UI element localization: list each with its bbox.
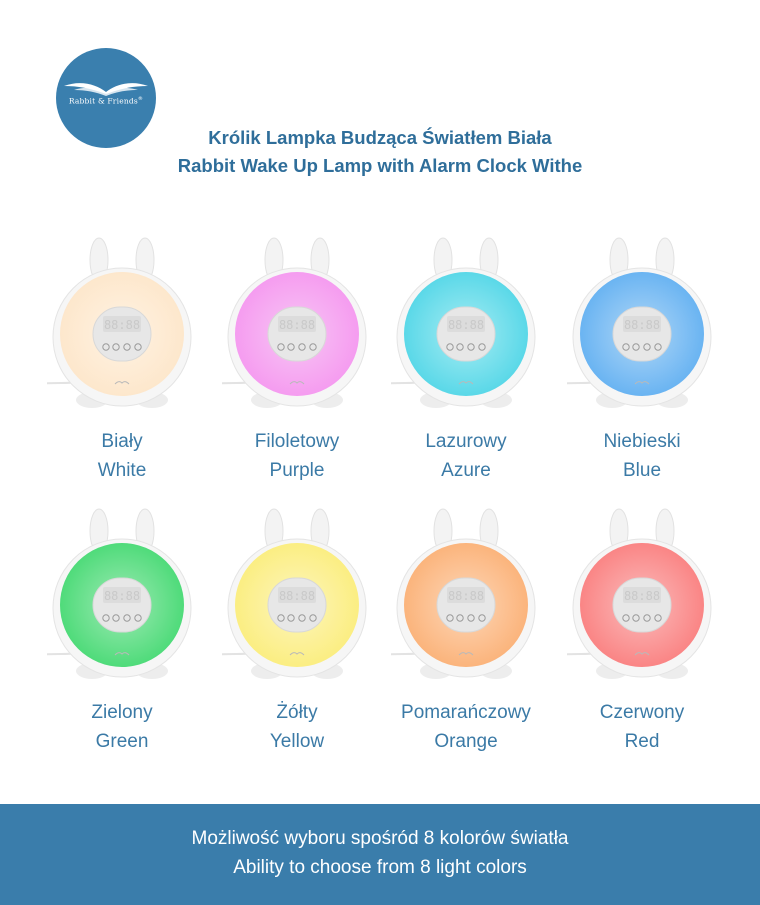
lamp-image: 88:88 — [567, 232, 717, 412]
page-title-en: Rabbit Wake Up Lamp with Alarm Clock Wit… — [177, 155, 583, 176]
color-name-en: Azure — [441, 459, 491, 481]
color-name-en: Blue — [622, 459, 662, 481]
color-name-en: Red — [624, 730, 660, 752]
svg-text:88:88: 88:88 — [104, 589, 140, 603]
lamp-image: 88:88 — [391, 232, 541, 412]
color-name-en: Yellow — [269, 730, 325, 752]
color-label: Czerwony Red — [557, 699, 727, 756]
lamp-image: 88:88 — [47, 232, 197, 412]
color-name-pl: Filoletowy — [254, 431, 340, 452]
footer-banner: Możliwość wyboru spośród 8 kolorów świat… — [0, 804, 760, 905]
svg-text:88:88: 88:88 — [624, 318, 660, 332]
color-name-en: Green — [95, 730, 149, 752]
color-label: Pomarańczowy Orange — [381, 699, 551, 756]
color-label: Zielony Green — [37, 699, 207, 756]
color-name-pl: Lazurowy — [425, 431, 507, 452]
brand-logo: Rabbit & Friends® — [56, 48, 156, 148]
color-label: Filoletowy Purple — [212, 428, 382, 485]
lamp-image: 88:88 — [47, 503, 197, 683]
svg-text:88:88: 88:88 — [279, 589, 315, 603]
color-name-pl: Zielony — [91, 702, 153, 723]
color-name-pl: Żółty — [276, 702, 318, 723]
registered-mark: ® — [137, 96, 144, 102]
color-name-pl: Niebieski — [603, 431, 681, 452]
page-title-pl: Królik Lampka Budząca Światłem Biała — [208, 127, 552, 148]
lamp-image: 88:88 — [222, 232, 372, 412]
color-label: Żółty Yellow — [212, 699, 382, 756]
color-name-pl: Czerwony — [599, 702, 685, 723]
color-name-en: White — [97, 459, 147, 481]
svg-text:88:88: 88:88 — [448, 318, 484, 332]
wings-icon — [64, 83, 148, 96]
svg-text:88:88: 88:88 — [448, 589, 484, 603]
footer-text-en: Ability to choose from 8 light colors — [233, 857, 527, 878]
color-name-en: Purple — [269, 459, 325, 481]
lamp-image: 88:88 — [391, 503, 541, 683]
color-name-pl: Pomarańczowy — [401, 702, 531, 723]
footer-text-pl: Możliwość wyboru spośród 8 kolorów świat… — [191, 828, 569, 849]
color-label: Lazurowy Azure — [381, 428, 551, 485]
svg-text:88:88: 88:88 — [624, 589, 660, 603]
color-name-en: Orange — [434, 730, 498, 752]
color-name-pl: Biały — [101, 431, 143, 452]
brand-name: Rabbit & Friends — [68, 96, 138, 106]
lamp-image: 88:88 — [222, 503, 372, 683]
svg-text:88:88: 88:88 — [279, 318, 315, 332]
lamp-image: 88:88 — [567, 503, 717, 683]
color-label: Niebieski Blue — [557, 428, 727, 485]
color-label: Biały White — [37, 428, 207, 485]
svg-text:88:88: 88:88 — [104, 318, 140, 332]
